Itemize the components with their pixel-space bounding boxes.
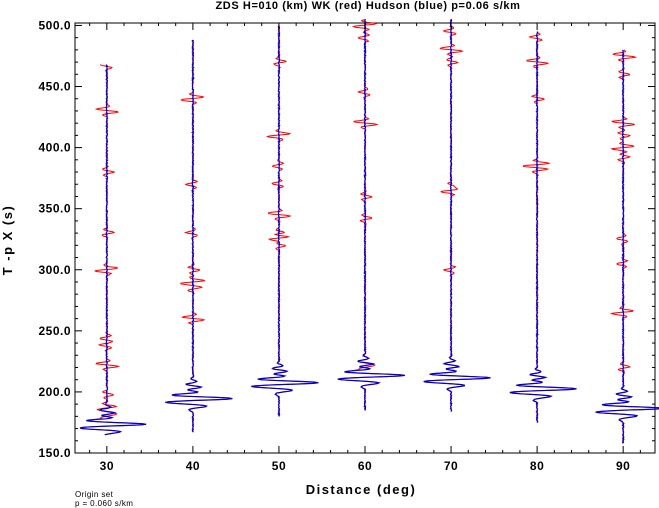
- x-tick-label: 40: [186, 459, 200, 473]
- hudson-trace: [337, 18, 405, 411]
- wk-trace: [79, 64, 147, 436]
- hudson-trace: [423, 18, 491, 412]
- y-tick-label: 350.0: [38, 202, 71, 216]
- hudson-trace: [509, 31, 577, 423]
- wk-trace: [595, 49, 659, 444]
- wk-trace: [338, 19, 405, 411]
- trace-group: [79, 18, 659, 444]
- origin-note: Origin set: [75, 490, 114, 499]
- hudson-trace: [165, 39, 233, 433]
- hudson-trace: [595, 49, 659, 444]
- x-tick-label: 50: [272, 459, 286, 473]
- y-tick-label: 250.0: [38, 324, 71, 338]
- x-axis: 30 40 50 60 70 80 90: [89, 23, 641, 473]
- x-tick-label: 70: [444, 459, 458, 473]
- hudson-trace: [79, 64, 147, 436]
- x-axis-title: Distance (deg): [306, 482, 417, 497]
- x-tick-label: 60: [358, 459, 372, 473]
- wk-trace: [424, 19, 491, 412]
- y-tick-label: 400.0: [38, 141, 71, 155]
- wk-trace: [164, 39, 233, 433]
- y-tick-label: 300.0: [38, 263, 71, 277]
- y-tick-label: 200.0: [38, 385, 71, 399]
- chart-title: ZDS H=010 (km) WK (red) Hudson (blue) p=…: [215, 0, 520, 12]
- x-tick-label: 30: [100, 459, 114, 473]
- y-tick-label: 500.0: [38, 18, 71, 32]
- hudson-trace: [251, 25, 319, 417]
- y-axis-title: T -p X (s): [0, 205, 15, 276]
- wk-trace: [251, 25, 319, 417]
- x-tick-label: 80: [530, 459, 544, 473]
- y-tick-label: 150.0: [38, 446, 71, 460]
- ray-parameter-note: p = 0.060 s/km: [75, 499, 133, 508]
- wk-trace: [510, 31, 577, 423]
- x-tick-label: 90: [616, 459, 630, 473]
- y-tick-label: 450.0: [38, 80, 71, 94]
- y-axis: 150.0 200.0 250.0 300.0 350.0 400.0 450.0 500.0: [38, 18, 655, 460]
